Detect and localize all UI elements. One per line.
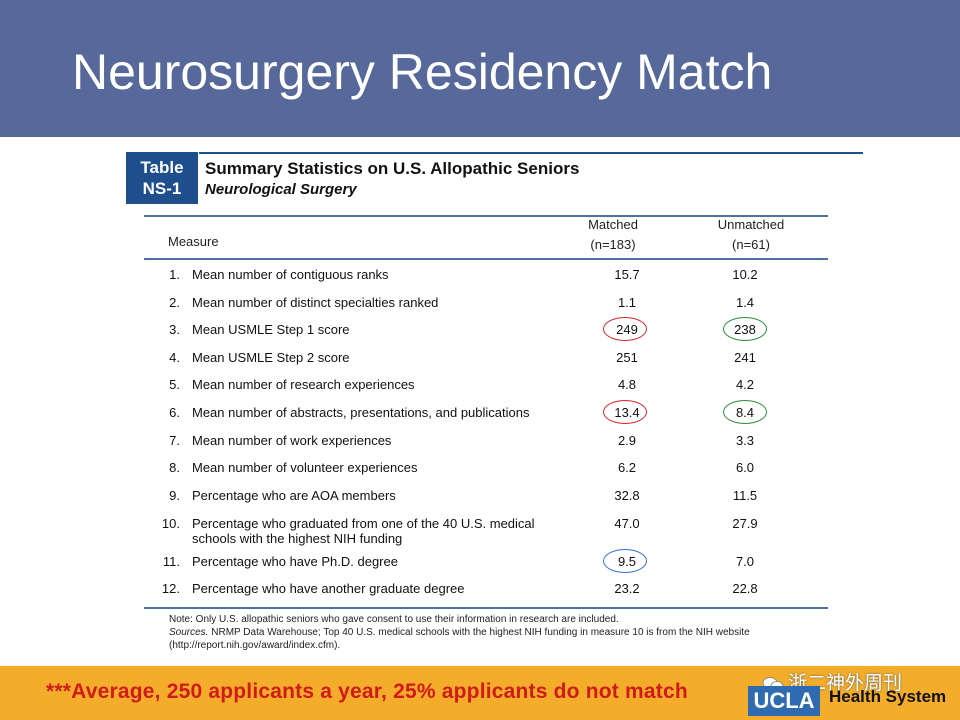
ucla-logo: UCLA bbox=[748, 686, 820, 716]
row-label: Mean USMLE Step 2 score bbox=[192, 350, 350, 365]
table-row: 11. Percentage who have Ph.D. degree 9.5… bbox=[126, 554, 863, 574]
row-matched-value: 23.2 bbox=[614, 581, 640, 596]
row-unmatched-value: 241 bbox=[734, 350, 756, 365]
table-bottom-rule bbox=[144, 607, 828, 609]
row-number: 12. bbox=[161, 581, 180, 596]
row-number: 5. bbox=[169, 377, 180, 392]
health-system-label: Health System bbox=[829, 687, 947, 706]
title-band bbox=[0, 0, 960, 137]
row-unmatched-value: 1.4 bbox=[735, 295, 755, 310]
table-row: 4. Mean USMLE Step 2 score 251 241 bbox=[126, 350, 863, 370]
table-row: 5. Mean number of research experiences 4… bbox=[126, 377, 863, 397]
row-number: 4. bbox=[169, 350, 180, 365]
table-row: 2. Mean number of distinct specialties r… bbox=[126, 295, 863, 315]
table-badge: Table NS-1 bbox=[126, 152, 198, 204]
row-matched-value: 4.8 bbox=[617, 377, 637, 392]
row-label: Mean number of contiguous ranks bbox=[192, 267, 389, 282]
row-number: 6. bbox=[169, 405, 180, 420]
table-row: 8. Mean number of volunteer experiences … bbox=[126, 460, 863, 480]
row-number: 3. bbox=[169, 322, 180, 337]
row-unmatched-value: 10.2 bbox=[732, 267, 758, 282]
row-matched-value: 2.9 bbox=[617, 433, 637, 448]
sources-url: (http://report.nih.gov/award/index.cfm). bbox=[169, 640, 341, 651]
table-row: 7. Mean number of work experiences 2.9 3… bbox=[126, 433, 863, 453]
summary-table: Table NS-1 Summary Statistics on U.S. Al… bbox=[126, 152, 863, 660]
table-row: 10. Percentage who graduated from one of… bbox=[126, 516, 863, 548]
header-matched: Matched bbox=[588, 217, 638, 232]
row-unmatched-value: 22.8 bbox=[732, 581, 758, 596]
row-label: Mean number of abstracts, presentations,… bbox=[192, 405, 530, 420]
row-label: Mean number of research experiences bbox=[192, 377, 415, 392]
highlight-ring-unmatched-publications bbox=[723, 400, 767, 424]
badge-line-1: Table bbox=[140, 158, 184, 177]
table-sources: Sources. NRMP Data Warehouse; Top 40 U.S… bbox=[169, 627, 750, 638]
highlight-ring-unmatched-step1 bbox=[723, 317, 767, 341]
table-subtitle: Neurological Surgery bbox=[205, 181, 357, 198]
badge-line-2: NS-1 bbox=[142, 179, 182, 198]
row-number: 1. bbox=[169, 267, 180, 282]
header-unmatched: Unmatched bbox=[717, 217, 785, 232]
row-number: 7. bbox=[169, 433, 180, 448]
header-unmatched-n: (n=61) bbox=[732, 237, 770, 252]
row-matched-value: 251 bbox=[616, 350, 638, 365]
row-number: 11. bbox=[162, 554, 180, 569]
row-label: Percentage who graduated from one of the… bbox=[192, 516, 535, 546]
table-row: 1. Mean number of contiguous ranks 15.7 … bbox=[126, 267, 863, 287]
header-measure: Measure bbox=[168, 234, 219, 249]
row-number: 8. bbox=[169, 460, 180, 475]
row-matched-value: 15.7 bbox=[614, 267, 640, 282]
table-row: 12. Percentage who have another graduate… bbox=[126, 581, 863, 601]
row-matched-value: 6.2 bbox=[617, 460, 637, 475]
sources-label: Sources. bbox=[169, 627, 209, 638]
highlight-ring-matched-phd bbox=[603, 549, 647, 573]
table-note: Note: Only U.S. allopathic seniors who g… bbox=[169, 614, 619, 625]
row-label: Mean number of volunteer experiences bbox=[192, 460, 418, 475]
row-unmatched-value: 27.9 bbox=[732, 516, 758, 531]
highlight-ring-matched-step1 bbox=[603, 317, 647, 341]
highlight-ring-matched-publications bbox=[603, 400, 647, 424]
header-matched-n: (n=183) bbox=[590, 237, 636, 252]
header-bottom-rule bbox=[144, 258, 828, 260]
sources-text: NRMP Data Warehouse; Top 40 U.S. medical… bbox=[208, 627, 750, 638]
row-unmatched-value: 3.3 bbox=[735, 433, 755, 448]
row-label: Percentage who have Ph.D. degree bbox=[192, 554, 398, 569]
header-top-rule bbox=[144, 215, 828, 217]
table-row: 9. Percentage who are AOA members 32.8 1… bbox=[126, 488, 863, 508]
row-label: Percentage who are AOA members bbox=[192, 488, 396, 503]
row-matched-value: 47.0 bbox=[614, 516, 640, 531]
table-title: Summary Statistics on U.S. Allopathic Se… bbox=[205, 159, 580, 178]
row-label: Mean USMLE Step 1 score bbox=[192, 322, 350, 337]
slide-title: Neurosurgery Residency Match bbox=[72, 44, 773, 100]
row-unmatched-value: 11.5 bbox=[732, 488, 758, 503]
row-unmatched-value: 6.0 bbox=[735, 460, 755, 475]
row-unmatched-value: 7.0 bbox=[735, 554, 755, 569]
row-label: Mean number of distinct specialties rank… bbox=[192, 295, 439, 310]
title-rule bbox=[199, 152, 863, 154]
row-matched-value: 1.1 bbox=[617, 295, 637, 310]
row-label: Mean number of work experiences bbox=[192, 433, 392, 448]
row-number: 10. bbox=[161, 516, 180, 531]
row-label: Percentage who have another graduate deg… bbox=[192, 581, 465, 596]
row-number: 2. bbox=[169, 295, 180, 310]
row-matched-value: 32.8 bbox=[614, 488, 640, 503]
row-unmatched-value: 4.2 bbox=[735, 377, 755, 392]
row-number: 9. bbox=[169, 488, 180, 503]
footer-callout: ***Average, 250 applicants a year, 25% a… bbox=[46, 680, 688, 703]
